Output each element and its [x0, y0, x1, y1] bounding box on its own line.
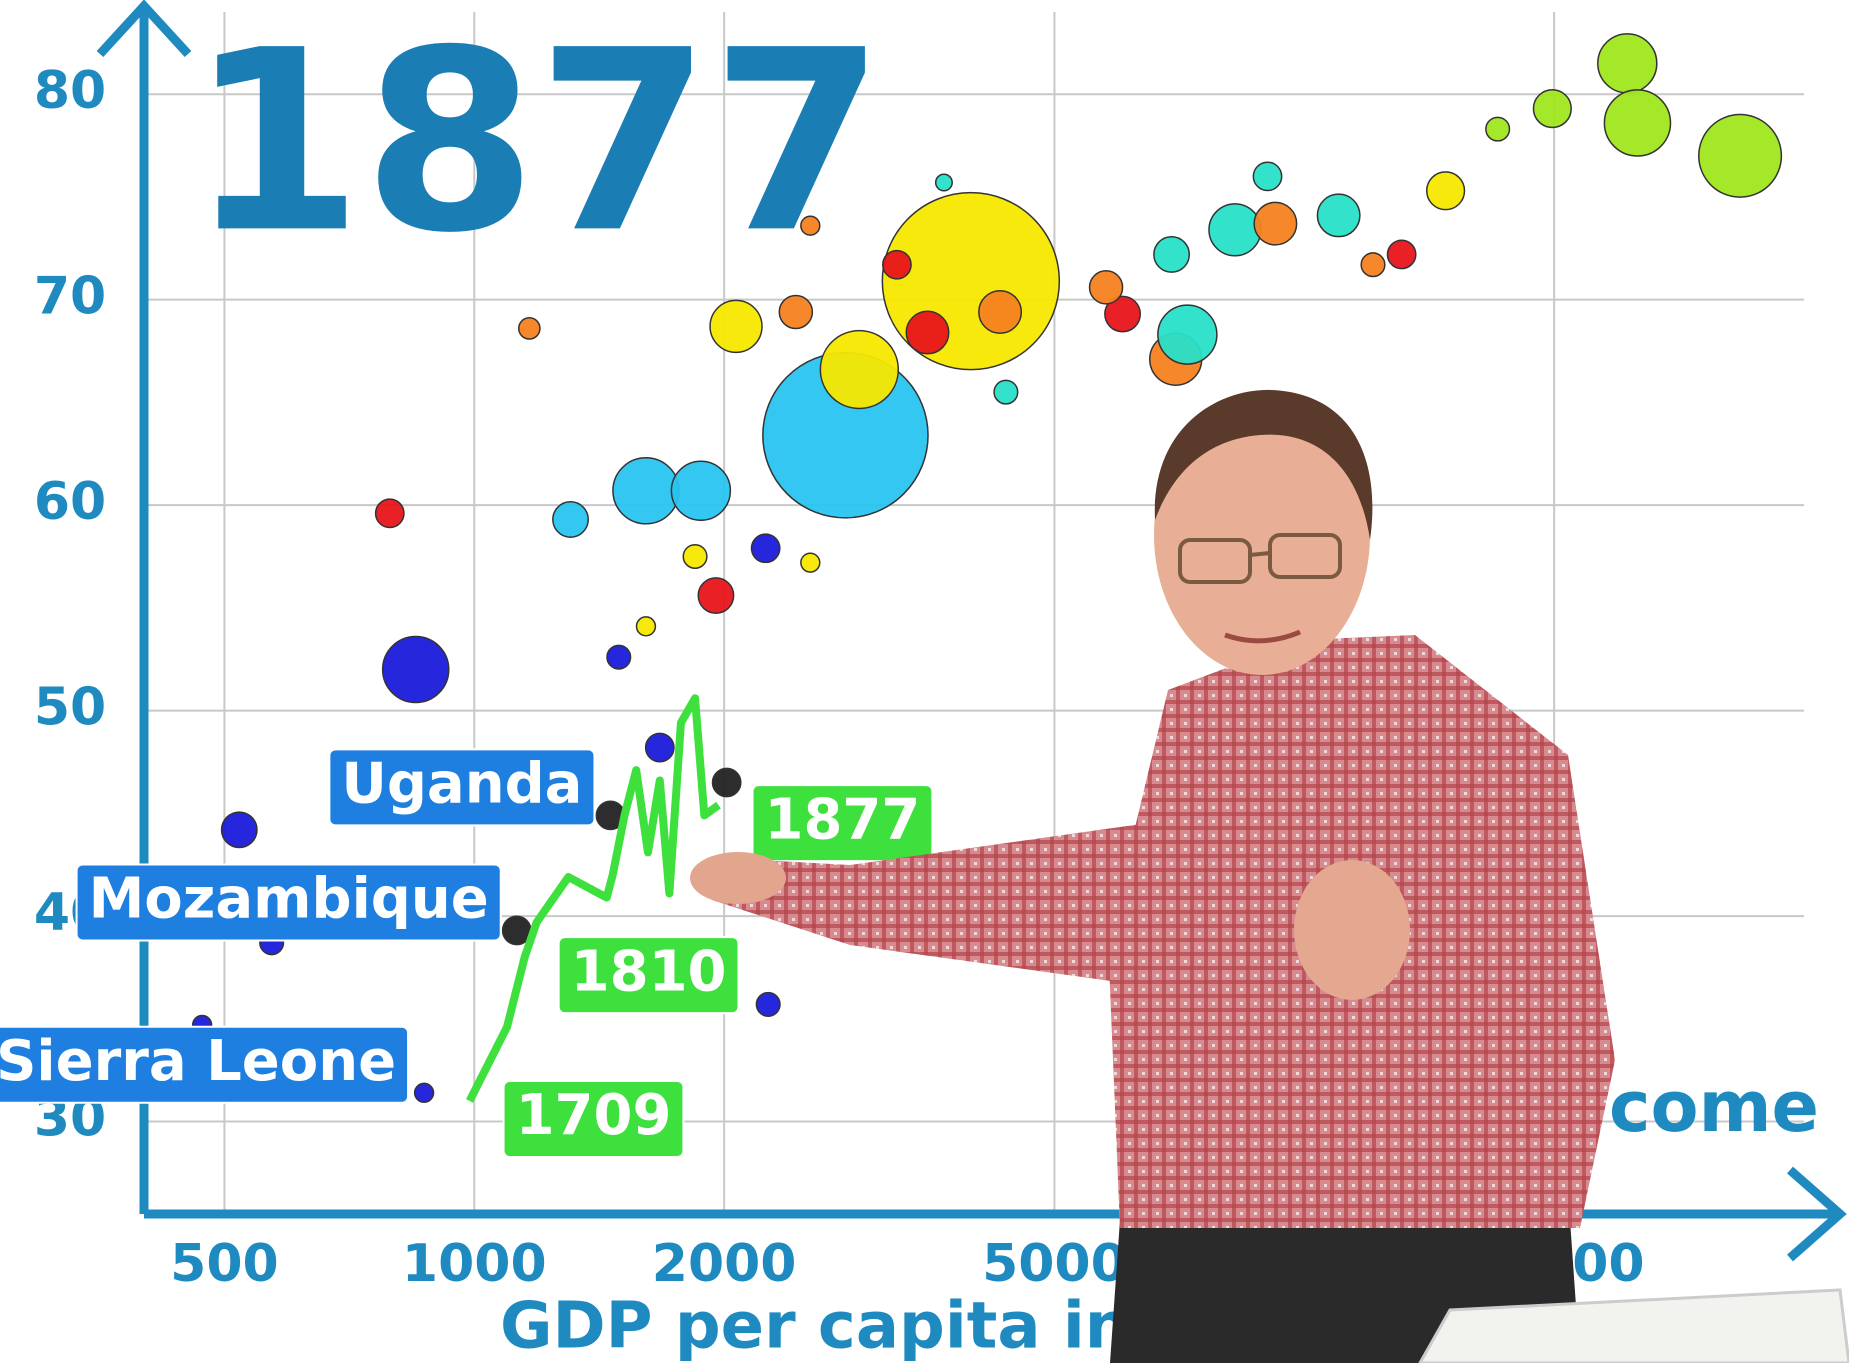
bubble: [1254, 202, 1296, 244]
y-tick-label: 60: [34, 472, 106, 532]
data-label: 1810: [571, 939, 727, 1004]
bubble: [820, 331, 898, 409]
page: Gapminder bubble chart html, body { marg…: [0, 0, 1849, 1363]
x-tick-label: 20000: [1464, 1234, 1645, 1294]
bubble: [671, 461, 730, 520]
bubble: [698, 578, 733, 613]
data-label: Sierra Leone: [0, 1029, 396, 1094]
data-label: Uganda: [341, 752, 582, 817]
bubble: [801, 553, 820, 572]
chart: 1877 GDP per capita in US come 304050607…: [0, 0, 1849, 1363]
bubble: [979, 291, 1021, 333]
bubble: [613, 458, 679, 524]
bubble: [1361, 253, 1385, 277]
bubble: [883, 251, 911, 279]
data-label: 1709: [516, 1083, 672, 1148]
bubble: [376, 499, 404, 527]
label-box: Uganda: [329, 749, 594, 825]
bubble: [801, 216, 820, 235]
bubble: [712, 768, 740, 796]
label-box: 1709: [504, 1081, 684, 1157]
bubble: [779, 295, 812, 328]
x-axis-label: GDP per capita in US: [500, 1290, 1251, 1363]
y-tick-label: 70: [34, 267, 106, 327]
bubble: [1090, 271, 1123, 304]
y-tick-label: 50: [34, 678, 106, 738]
data-label: 1877: [765, 787, 921, 852]
bubble: [222, 812, 257, 847]
bubble: [1699, 115, 1782, 198]
x-tick-label: 5000: [982, 1234, 1127, 1294]
bubble: [1158, 305, 1217, 364]
x-tick-label: 500: [170, 1234, 279, 1294]
x-tick-label: 2000: [652, 1234, 797, 1294]
bubble: [1486, 117, 1510, 141]
bubble: [936, 174, 953, 191]
bubble: [906, 311, 948, 353]
bubble: [1209, 204, 1261, 256]
bubble: [519, 318, 540, 339]
bubble: [994, 380, 1018, 404]
y-tick-label: 80: [34, 61, 106, 121]
bubble: [683, 545, 707, 569]
page-body: {"chart_data": { "type": "scatter", "yea…: [0, 0, 1849, 1363]
label-box: Sierra Leone: [0, 1027, 408, 1103]
bubble: [1253, 162, 1281, 190]
bubble: [751, 534, 779, 562]
bubble: [1427, 172, 1465, 210]
axis-label-fragment: come: [1609, 1066, 1819, 1148]
bubble: [415, 1083, 434, 1102]
bubble: [1387, 240, 1415, 268]
year-label: 1877: [189, 0, 885, 287]
bubble: [553, 502, 588, 537]
bubble: [1154, 237, 1189, 272]
bubble: [710, 300, 762, 352]
bubble: [756, 993, 780, 1017]
data-label: Mozambique: [89, 867, 489, 932]
label-box: 1810: [559, 937, 739, 1013]
label-box: 1877: [753, 785, 933, 861]
bubble: [1598, 34, 1657, 93]
x-tick-label: 1000: [402, 1234, 547, 1294]
bubble: [383, 636, 449, 702]
bubble: [1533, 90, 1571, 128]
bubble: [637, 617, 656, 636]
bubble: [607, 645, 631, 669]
bubble: [1317, 194, 1359, 236]
label-box: Mozambique: [77, 864, 501, 940]
bubble: [1604, 90, 1670, 156]
bubble: [646, 733, 674, 761]
